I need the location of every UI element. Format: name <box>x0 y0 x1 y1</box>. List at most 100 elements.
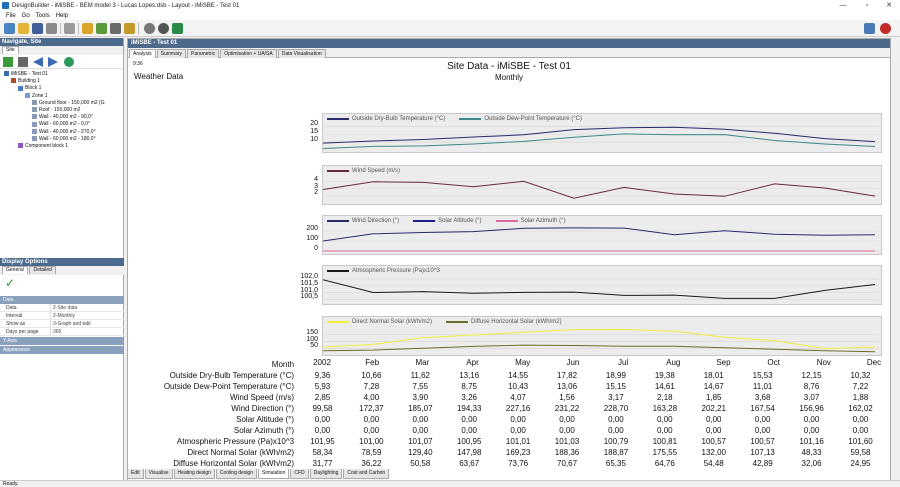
tree-item-label: Roof - 150,000 m2 <box>39 107 81 113</box>
tab-optimisation-ua-sa[interactable]: Optimisation + UA/SA <box>220 49 277 58</box>
property-row[interactable]: Days per page 365 <box>0 328 124 336</box>
tree-item[interactable]: Component block 1 <box>18 143 68 150</box>
y-tick-label: 100,5 <box>300 293 318 301</box>
tab-edit[interactable]: Edit <box>127 469 144 479</box>
tab-parametric[interactable]: Parametric <box>187 49 220 58</box>
tree-item[interactable]: Block 1 <box>18 85 41 92</box>
help-icon[interactable] <box>864 23 875 34</box>
export-icon[interactable] <box>110 23 121 34</box>
menu-go[interactable]: Go <box>21 12 30 19</box>
maximize-button[interactable]: ▫ <box>865 2 869 9</box>
site-icon <box>4 71 9 77</box>
open-folder-icon[interactable] <box>18 23 29 34</box>
image-icon[interactable] <box>124 23 135 34</box>
table-cell: 194,33 <box>456 404 482 413</box>
table-cell: 0,00 <box>314 426 331 435</box>
main-header: iMiSBE - Test 01 <box>128 39 890 48</box>
property-row[interactable]: Data 2-Site data <box>0 304 124 312</box>
tree-item[interactable]: Zone 1 <box>25 93 48 100</box>
minimize-button[interactable]: — <box>839 2 847 9</box>
legend-swatch <box>446 321 469 323</box>
tree-item[interactable]: Wall - 40,000 m2 - 270,0° <box>32 129 96 136</box>
x-tick-label: Aug <box>666 358 681 367</box>
row-label: Wind Speed (m/s) <box>230 393 295 402</box>
row-label: Outside Dew-Point Temperature (°C) <box>163 382 295 391</box>
table-cell: 228,70 <box>603 404 629 413</box>
y-tick-label: 20 <box>310 120 318 128</box>
property-row[interactable]: Interval 2-Monthly <box>0 312 124 320</box>
tab-visualise[interactable]: Visualise <box>144 469 173 479</box>
legend-label: Wind Speed (m/s) <box>352 168 401 174</box>
table-cell: 9,36 <box>314 371 331 380</box>
tools-icon[interactable] <box>64 23 75 34</box>
table-cell: 99,58 <box>312 404 333 413</box>
tree-item[interactable]: Ground floor - 150,000 m2 (G <box>32 100 105 107</box>
menu-help[interactable]: Help <box>55 12 69 19</box>
forward-arrow-icon[interactable] <box>48 57 58 67</box>
tree-item[interactable]: Building 1 <box>11 78 40 85</box>
refresh-tree-icon[interactable] <box>64 57 74 67</box>
table-cell: 50,58 <box>410 459 431 468</box>
data-table: Month Outside Dry-Bulb Temperature (°C) 9,… <box>135 359 885 469</box>
tree-item[interactable]: Roof - 150,000 m2 <box>32 107 80 114</box>
tree-item[interactable]: Wall - 40,000 m2 - 90,0° <box>32 114 93 121</box>
apply-checkmark-icon[interactable]: ✓ <box>5 276 16 290</box>
tab-cost-and-carbon[interactable]: Cost and Carbon <box>343 469 390 479</box>
tree-item-label: Building 1 <box>18 78 40 85</box>
logo-icon[interactable] <box>880 23 891 34</box>
chart-panel: Wind Direction (°) Solar Altitude (°) Sola… <box>322 215 882 255</box>
status-bar: Ready. <box>0 480 900 487</box>
print-icon[interactable] <box>46 23 57 34</box>
delete-icon[interactable] <box>18 57 28 67</box>
table-cell: 15,53 <box>752 371 773 380</box>
tab-general[interactable]: General <box>2 266 28 274</box>
tab-analysis[interactable]: Analysis <box>129 49 156 58</box>
camera-icon[interactable] <box>144 23 155 34</box>
add-icon[interactable] <box>3 57 13 67</box>
table-cell: 101,01 <box>505 437 531 446</box>
yaxis-section-header[interactable]: Y-Axis <box>0 337 124 345</box>
x-tick-label: Mar <box>415 358 430 367</box>
table-row: Solar Altitude (°) 0,00 0,00 0,00 0,00 0,00 0,… <box>135 414 885 425</box>
tab-summary[interactable]: Summary <box>156 49 187 58</box>
table-cell: 17,82 <box>557 371 578 380</box>
back-arrow-icon[interactable] <box>33 57 43 67</box>
tree-item[interactable]: iMiSBE - Test 01 <box>4 71 48 78</box>
table-cell: 0,00 <box>461 415 477 424</box>
tab-cooling-design[interactable]: Cooling design <box>215 469 257 479</box>
tab-simulation[interactable]: Simulation <box>258 469 290 479</box>
menu-file[interactable]: File <box>6 12 16 19</box>
analysis-icon[interactable] <box>96 23 107 34</box>
tab-daylighting[interactable]: Daylighting <box>309 469 343 479</box>
table-cell: 101,03 <box>554 437 580 446</box>
save-icon[interactable] <box>32 23 43 34</box>
surface-icon <box>32 135 37 141</box>
close-button[interactable]: ✕ <box>886 2 892 9</box>
property-value[interactable]: 2-Site data <box>50 304 124 311</box>
tab-site[interactable]: Site <box>2 46 19 54</box>
tab-heating-design[interactable]: Heating design <box>173 469 215 479</box>
table-row: Atmospheric Pressure (Pa)x10^3 101,95 101,… <box>135 436 885 447</box>
tab-data-visualisation[interactable]: Data Visualisation <box>277 49 326 58</box>
table-cell: 19,38 <box>654 371 675 380</box>
property-row[interactable]: Show as 3-Graph and tabl <box>0 320 124 328</box>
building-icon <box>11 78 16 84</box>
property-value[interactable]: 3-Graph and tabl <box>50 320 124 327</box>
tree-item[interactable]: Wall - 60,000 m2 - 180,0° <box>32 136 96 143</box>
tree-item[interactable]: Wall - 60,000 m2 - 0,0° <box>32 121 90 128</box>
tree-item-label: Wall - 40,000 m2 - 270,0° <box>39 128 96 135</box>
property-value[interactable]: 365 <box>50 328 124 335</box>
appearance-section-header[interactable]: Appearance <box>0 346 124 354</box>
chart-icon[interactable] <box>82 23 93 34</box>
table-cell: 12,15 <box>801 371 822 380</box>
tab-detailed[interactable]: Detailed <box>29 266 56 274</box>
tab-cfd[interactable]: CFD <box>290 469 309 479</box>
menu-tools[interactable]: Tools <box>35 12 50 19</box>
render-icon[interactable] <box>158 23 169 34</box>
data-section-header[interactable]: Data <box>0 296 124 304</box>
refresh-icon[interactable] <box>172 23 183 34</box>
new-file-icon[interactable] <box>4 23 15 34</box>
property-value[interactable]: 2-Monthly <box>50 312 124 319</box>
table-cell: 18,99 <box>605 371 626 380</box>
x-tick-label: Nov <box>816 358 831 367</box>
